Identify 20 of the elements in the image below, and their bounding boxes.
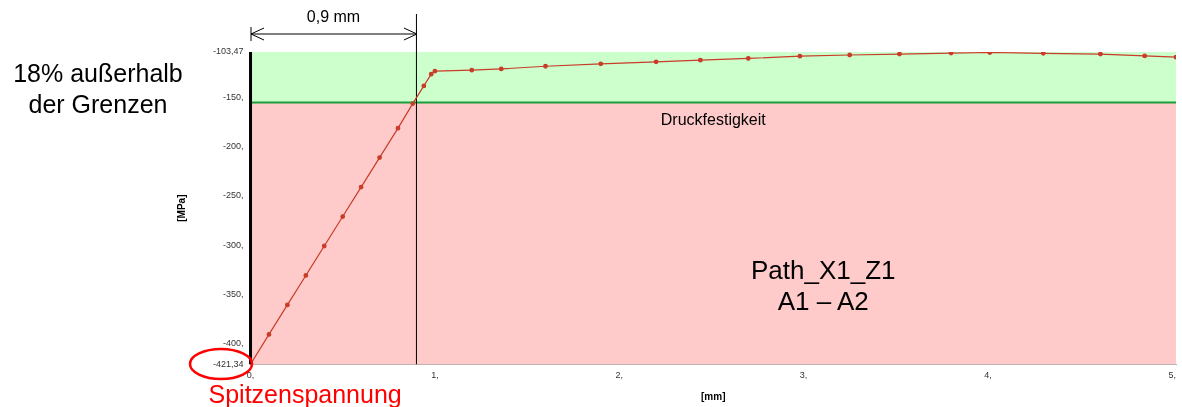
y-tick-label: -350,	[223, 288, 244, 299]
y-tick-label: -150,	[223, 92, 244, 103]
y-tick-label: -421,34	[212, 358, 244, 369]
text: 18% außerhalb der Grenzen	[12, 58, 184, 120]
x-tick-label: 5,	[1168, 370, 1177, 381]
annotation: Path_X1_Z1 A1 – A2	[749, 255, 897, 317]
ref-line-label: Druckfestigkeit	[660, 111, 767, 129]
ref-line-label: 0,9 mm	[306, 8, 361, 26]
x-tick-label: 4,	[984, 370, 992, 381]
y-tick-label: -400,	[223, 337, 244, 348]
y-tick-label: -200,	[223, 141, 244, 152]
y-tick-label: -250,	[223, 190, 244, 201]
x-tick-label: 1,	[431, 370, 439, 381]
x-tick-label: 3,	[799, 370, 808, 381]
y-axis-title: [MPa]	[175, 194, 187, 222]
x-tick-label: 2,	[615, 370, 623, 381]
x-axis-title: [mm]	[701, 390, 726, 402]
y-tick-label: -300,	[223, 239, 244, 250]
x-tick-label: 0,	[246, 370, 255, 381]
y-tick-label: -103,47	[212, 46, 244, 57]
